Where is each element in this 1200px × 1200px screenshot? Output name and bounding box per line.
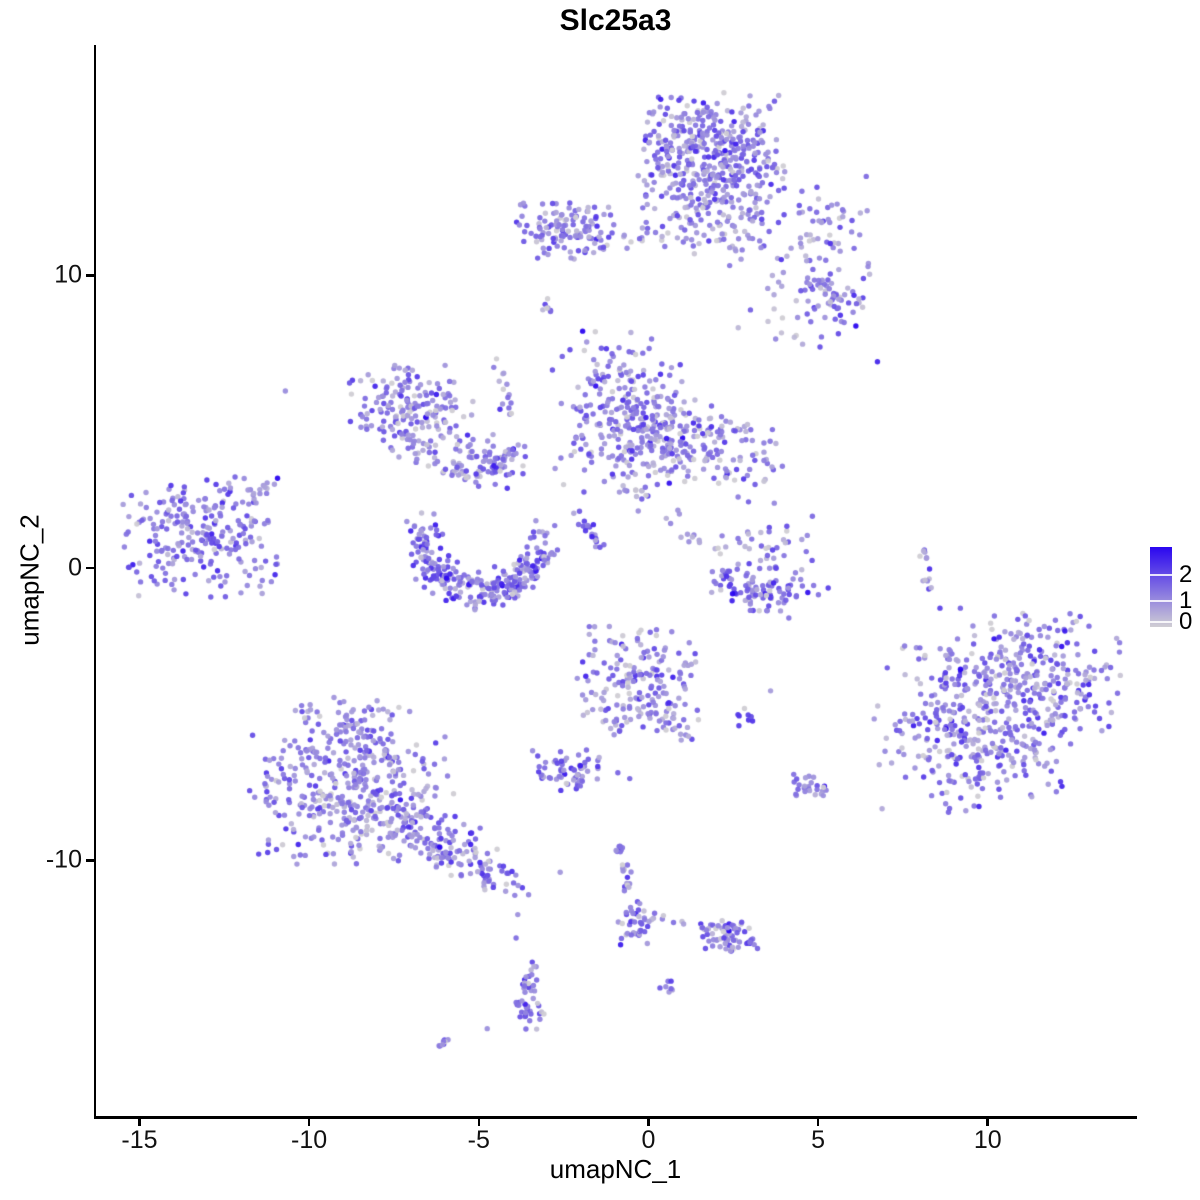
plot-title: Slc25a3	[559, 4, 672, 37]
y-tick-mark	[86, 566, 94, 570]
y-tick-label: -10	[45, 845, 82, 874]
x-axis-line	[93, 1116, 1137, 1119]
x-tick-mark	[986, 1118, 989, 1126]
x-tick-label: 0	[641, 1126, 656, 1154]
x-tick-mark	[307, 1118, 311, 1126]
y-tick-label: 10	[54, 260, 82, 289]
x-tick-label: -15	[121, 1126, 158, 1154]
y-axis-title: umapNC_2	[14, 514, 45, 646]
x-axis-title: umapNC_1	[549, 1154, 682, 1184]
x-tick-mark	[647, 1118, 650, 1126]
x-tick-label: 10	[973, 1126, 1002, 1154]
y-tick-mark	[86, 859, 94, 862]
y-axis-line	[93, 45, 96, 1119]
x-tick-mark	[477, 1118, 480, 1126]
x-tick-label: 5	[811, 1126, 826, 1154]
x-tick-label: -10	[291, 1126, 328, 1154]
x-tick-label: -5	[467, 1126, 490, 1154]
y-tick-mark	[86, 274, 94, 277]
y-tick-label: 0	[68, 553, 82, 582]
x-tick-mark	[816, 1118, 820, 1126]
x-tick-mark	[138, 1118, 141, 1126]
